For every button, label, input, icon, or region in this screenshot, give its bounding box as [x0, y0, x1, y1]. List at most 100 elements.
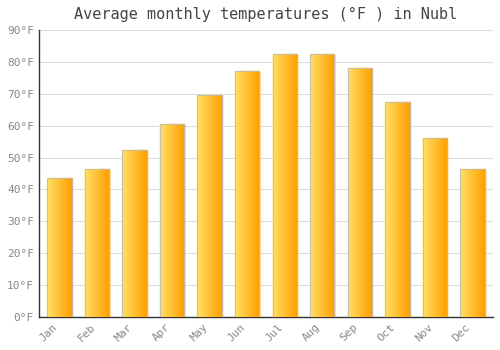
Bar	[407, 102, 408, 317]
Bar	[252, 71, 254, 317]
Bar	[181, 124, 182, 317]
Bar	[358, 68, 359, 317]
Bar	[246, 71, 247, 317]
Bar	[296, 54, 297, 317]
Bar	[71, 178, 72, 317]
Bar	[89, 169, 90, 317]
Bar	[400, 102, 401, 317]
Bar	[174, 124, 175, 317]
Bar	[318, 54, 319, 317]
Bar	[292, 54, 294, 317]
Bar	[131, 149, 132, 317]
Bar	[476, 169, 478, 317]
Bar	[284, 54, 286, 317]
Bar	[319, 54, 320, 317]
Bar	[460, 169, 461, 317]
Bar	[220, 96, 221, 317]
Bar	[279, 54, 280, 317]
Bar	[427, 138, 428, 317]
Bar	[172, 124, 174, 317]
Bar	[286, 54, 287, 317]
Bar	[443, 138, 444, 317]
Bar	[52, 178, 53, 317]
Bar	[144, 149, 145, 317]
Bar	[126, 149, 128, 317]
Bar	[272, 54, 273, 317]
Bar	[370, 68, 371, 317]
Bar	[212, 96, 214, 317]
Bar	[354, 68, 355, 317]
Bar	[435, 138, 436, 317]
Bar	[328, 54, 329, 317]
Bar	[235, 71, 260, 317]
Bar	[139, 149, 140, 317]
Bar	[294, 54, 295, 317]
Bar	[143, 149, 144, 317]
Bar	[244, 71, 245, 317]
Bar	[368, 68, 369, 317]
Bar	[396, 102, 397, 317]
Bar	[169, 124, 170, 317]
Bar	[127, 149, 128, 317]
Bar	[464, 169, 465, 317]
Bar	[98, 169, 99, 317]
Bar	[470, 169, 471, 317]
Bar	[385, 102, 386, 317]
Bar	[146, 149, 147, 317]
Bar	[462, 169, 464, 317]
Bar	[216, 96, 217, 317]
Bar	[198, 96, 222, 317]
Bar	[199, 96, 200, 317]
Bar	[425, 138, 426, 317]
Bar	[52, 178, 54, 317]
Bar	[389, 102, 390, 317]
Bar	[446, 138, 447, 317]
Bar	[91, 169, 92, 317]
Bar	[122, 149, 146, 317]
Bar	[324, 54, 326, 317]
Bar	[276, 54, 277, 317]
Bar	[282, 54, 283, 317]
Bar	[478, 169, 479, 317]
Bar	[322, 54, 323, 317]
Bar	[385, 102, 409, 317]
Bar	[219, 96, 220, 317]
Bar	[360, 68, 361, 317]
Bar	[436, 138, 438, 317]
Bar	[179, 124, 180, 317]
Bar	[165, 124, 166, 317]
Bar	[320, 54, 321, 317]
Bar	[108, 169, 109, 317]
Bar	[392, 102, 393, 317]
Bar	[167, 124, 168, 317]
Bar	[66, 178, 67, 317]
Bar	[277, 54, 278, 317]
Bar	[460, 169, 484, 317]
Bar	[50, 178, 51, 317]
Bar	[467, 169, 468, 317]
Bar	[409, 102, 410, 317]
Bar	[99, 169, 100, 317]
Bar	[408, 102, 409, 317]
Bar	[211, 96, 212, 317]
Bar	[440, 138, 441, 317]
Bar	[461, 169, 462, 317]
Bar	[218, 96, 219, 317]
Bar	[162, 124, 163, 317]
Bar	[96, 169, 97, 317]
Bar	[280, 54, 281, 317]
Bar	[362, 68, 363, 317]
Bar	[333, 54, 334, 317]
Bar	[475, 169, 476, 317]
Bar	[85, 169, 109, 317]
Bar	[401, 102, 402, 317]
Bar	[164, 124, 165, 317]
Bar	[259, 71, 260, 317]
Bar	[70, 178, 71, 317]
Bar	[107, 169, 108, 317]
Bar	[166, 124, 167, 317]
Bar	[371, 68, 372, 317]
Bar	[124, 149, 125, 317]
Bar	[183, 124, 184, 317]
Bar	[406, 102, 407, 317]
